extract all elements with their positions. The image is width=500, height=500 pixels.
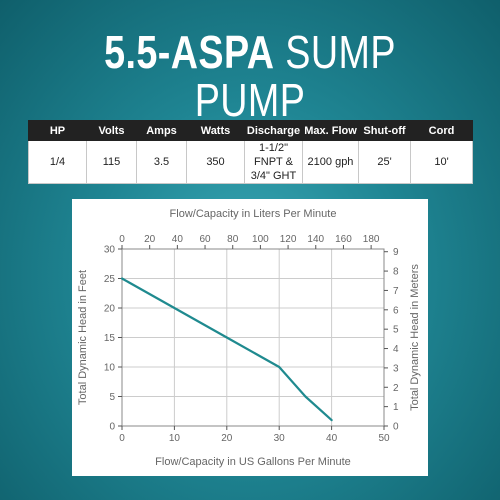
x2-axis-title: Flow/Capacity in Liters Per Minute [170, 208, 337, 220]
y2-tick-label: 9 [393, 247, 399, 258]
spec-value-hp: 1/4 [28, 140, 87, 184]
spec-header-volts: Volts [86, 120, 137, 141]
x2-tick-label: 80 [227, 234, 239, 245]
spec-value-cord: 10' [410, 140, 473, 184]
x2-tick-label: 60 [199, 234, 211, 245]
spec-value-watts: 350 [186, 140, 245, 184]
spec-header-amps: Amps [136, 120, 187, 141]
title-product: SUMP PUMP [194, 26, 396, 126]
spec-header-watts: Watts [186, 120, 245, 141]
y-tick-label: 5 [109, 392, 115, 403]
x-tick-label: 0 [119, 433, 125, 444]
page-title: 5.5-ASPA SUMP PUMP [45, 28, 455, 124]
x-tick-label: 10 [169, 433, 181, 444]
spec-value-amps: 3.5 [136, 140, 187, 184]
spec-header-hp: HP [28, 120, 87, 141]
y-tick-label: 30 [104, 245, 116, 256]
y2-tick-label: 8 [393, 267, 399, 278]
x2-tick-label: 180 [363, 234, 380, 245]
x2-tick-label: 140 [307, 234, 324, 245]
x-tick-label: 50 [378, 433, 390, 444]
y-tick-label: 10 [104, 363, 116, 374]
pump-curve-chart-panel: 0 10 20 30 40 50 0 5 10 15 20 25 30 0 20 40 60 80 100 120 14… [72, 199, 428, 476]
y2-tick-label: 1 [393, 402, 399, 413]
spec-header-row: HP Volts Amps Watts Discharge Max. Flow … [28, 120, 473, 141]
spec-header-max-flow: Max. Flow [302, 120, 359, 141]
y2-tick-label: 7 [393, 286, 399, 297]
y2-tick-label: 5 [393, 325, 399, 336]
x2-tick-label: 120 [280, 234, 297, 245]
spec-value-volts: 115 [86, 140, 137, 184]
y2-tick-label: 4 [393, 344, 399, 355]
x2-tick-label: 20 [144, 234, 156, 245]
y-axis-title: Total Dynamic Head in Feet [77, 270, 89, 405]
y2-axis-title: Total Dynamic Head in Meters [409, 264, 421, 411]
x2-tick-label: 100 [252, 234, 269, 245]
spec-value-shut-off: 25' [358, 140, 411, 184]
spec-table: HP Volts Amps Watts Discharge Max. Flow … [28, 120, 473, 184]
spec-header-discharge: Discharge [244, 120, 303, 141]
y-tick-label: 15 [104, 333, 116, 344]
spec-value-discharge: 1-1/2" FNPT & 3/4" GHT [244, 140, 303, 184]
x-axis-title: Flow/Capacity in US Gallons Per Minute [155, 456, 351, 468]
x-tick-label: 40 [326, 433, 338, 444]
x2-tick-label: 160 [335, 234, 352, 245]
spec-header-shut-off: Shut-off [358, 120, 411, 141]
x2-tick-label: 40 [172, 234, 184, 245]
x2-tick-label: 0 [119, 234, 125, 245]
title-model: 5.5-ASPA [104, 26, 275, 78]
spec-header-cord: Cord [410, 120, 473, 141]
y-tick-label: 20 [104, 304, 116, 315]
y-tick-label: 0 [109, 422, 115, 433]
spec-value-row: 1/4 115 3.5 350 1-1/2" FNPT & 3/4" GHT 2… [28, 140, 473, 184]
y2-tick-label: 2 [393, 383, 399, 394]
y2-tick-label: 0 [393, 422, 399, 433]
y-tick-label: 25 [104, 274, 116, 285]
pump-curve-line [120, 277, 333, 422]
y2-tick-label: 6 [393, 305, 399, 316]
spec-value-max-flow: 2100 gph [302, 140, 359, 184]
x-tick-label: 30 [274, 433, 286, 444]
x-tick-label: 20 [221, 433, 233, 444]
y2-tick-label: 3 [393, 363, 399, 374]
